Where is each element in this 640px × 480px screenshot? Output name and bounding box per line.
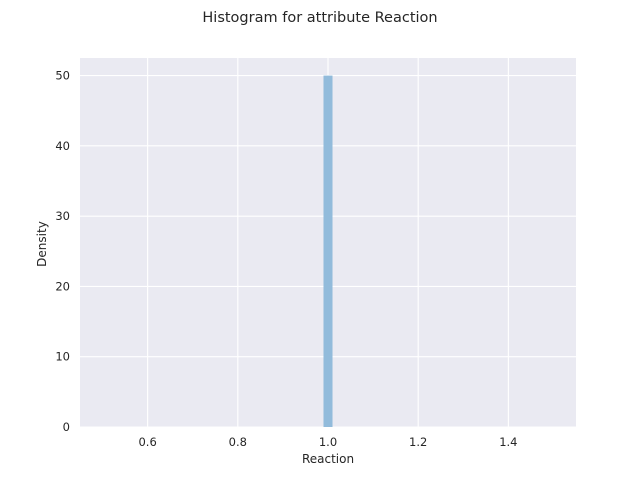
x-tick-label: 1.4: [499, 435, 517, 449]
histogram-bars: [323, 75, 333, 428]
histogram-bar: [323, 75, 333, 428]
y-tick-label: 50: [55, 69, 70, 83]
y-axis-label: Density: [35, 221, 49, 267]
y-tick-label: 30: [55, 209, 70, 223]
x-tick-labels: 0.6 0.8 1.0 1.2 1.4: [138, 435, 517, 449]
chart-title: Histogram for attribute Reaction: [202, 10, 437, 26]
y-tick-label: 20: [55, 279, 70, 293]
y-tick-label: 40: [55, 139, 70, 153]
x-axis-label: Reaction: [302, 452, 354, 466]
y-tick-label: 10: [55, 350, 70, 364]
x-tick-label: 0.8: [229, 435, 247, 449]
x-tick-label: 1.2: [409, 435, 427, 449]
x-tick-label: 1.0: [319, 435, 337, 449]
x-tick-label: 0.6: [138, 435, 156, 449]
y-tick-labels: 0 10 20 30 40 50: [55, 69, 70, 434]
y-tick-label: 0: [63, 420, 70, 434]
